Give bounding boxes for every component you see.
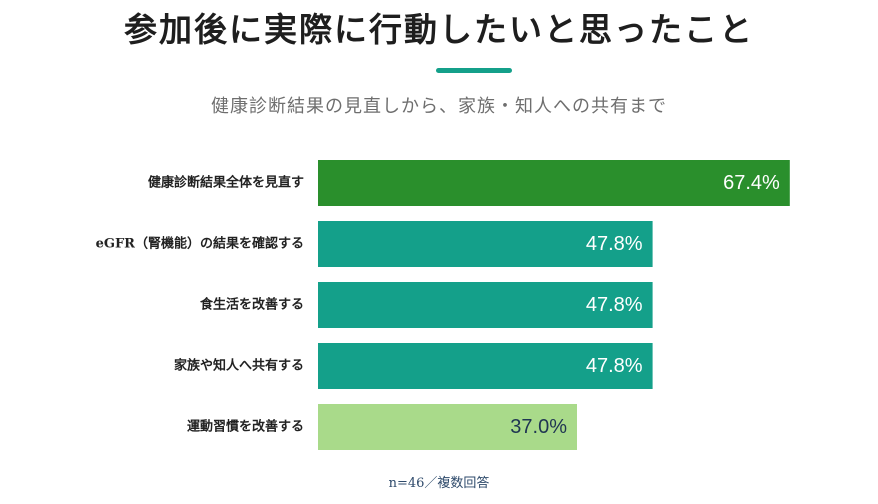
- bar-1: [318, 160, 790, 206]
- title-underline: [436, 68, 512, 73]
- bar-4: [318, 343, 653, 389]
- category-label-2: eGFR（腎機能）の結果を確認する: [96, 236, 304, 252]
- bar-5: [318, 404, 577, 450]
- category-label-3: 食生活を改善する: [200, 297, 304, 313]
- sample-note: n=46／複数回答: [388, 476, 490, 491]
- value-label-4: 47.8%: [586, 355, 643, 377]
- category-label-4: 家族や知人へ共有する: [174, 358, 304, 374]
- bar-2: [318, 221, 653, 267]
- value-label-3: 47.8%: [586, 294, 643, 316]
- value-label-5: 37.0%: [510, 416, 567, 438]
- category-label-5: 運動習慣を改善する: [187, 419, 304, 435]
- value-label-2: 47.8%: [586, 233, 643, 255]
- chart-title: 参加後に実際に行動したいと思ったこと: [124, 10, 754, 49]
- value-label-1: 67.4%: [723, 172, 780, 194]
- category-label-1: 健康診断結果全体を見直す: [148, 175, 304, 191]
- chart-subtitle: 健康診断結果の見直しから、家族・知人への共有まで: [211, 96, 667, 117]
- bar-3: [318, 282, 653, 328]
